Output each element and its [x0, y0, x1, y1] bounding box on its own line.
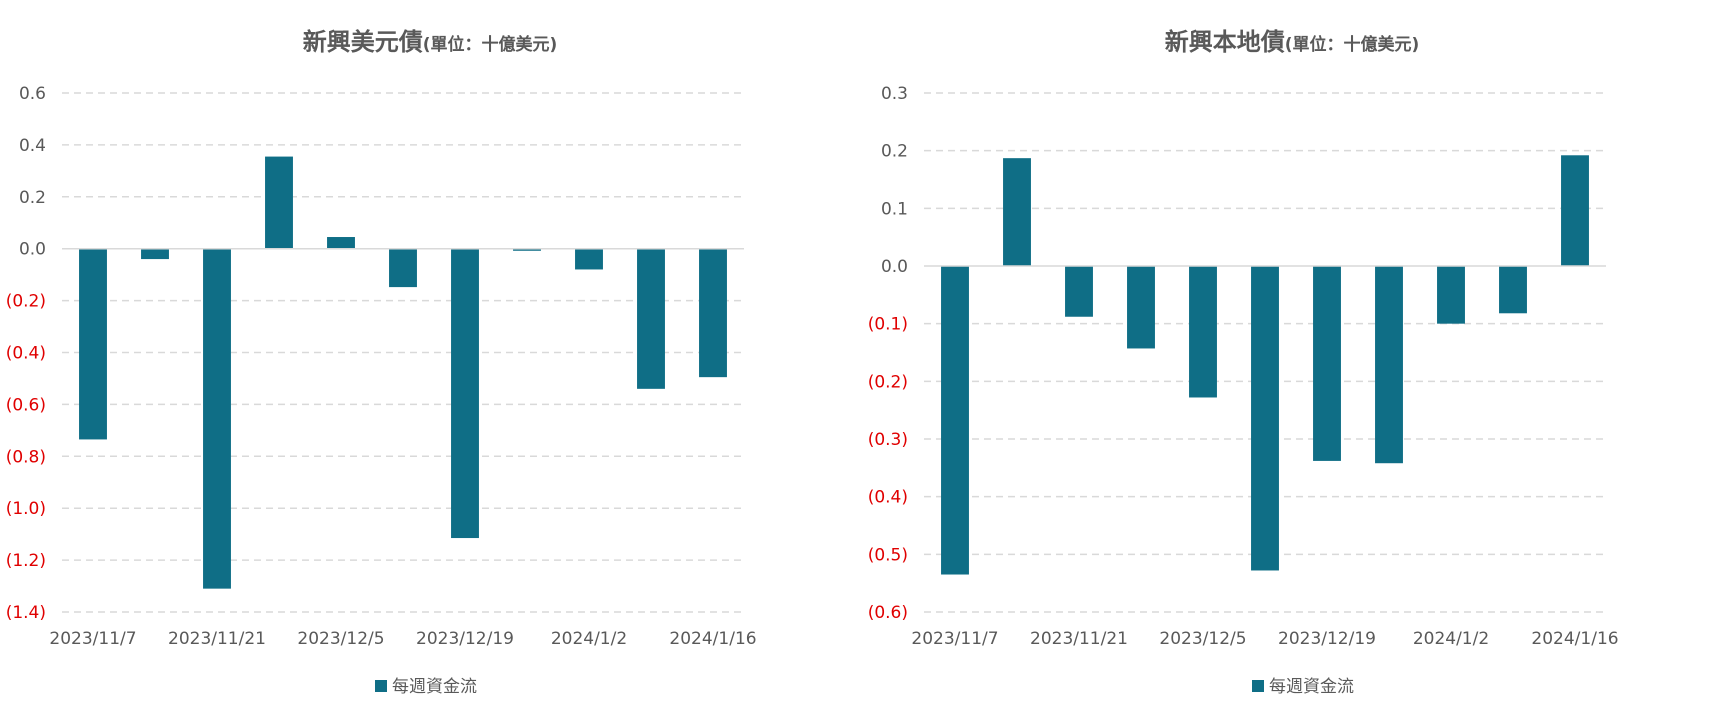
y-axis-ticks: 0.3 0.2 0.1 0.0 (0.1) (0.2) (0.3) (0.4) (0.5) (0.… [868, 84, 908, 623]
y-tick-label: (1.0) [6, 499, 46, 519]
y-tick-label: (0.4) [6, 344, 46, 364]
bar [141, 248, 169, 260]
y-tick-label: (0.8) [6, 447, 46, 467]
y-tick-label: (0.5) [868, 545, 908, 565]
x-tick-label: 2024/1/16 [669, 629, 756, 649]
x-tick-label: 2023/11/21 [168, 629, 266, 649]
gridlines [924, 92, 1606, 613]
bar [1375, 266, 1403, 464]
y-tick-label: 0.2 [19, 188, 46, 208]
legend-swatch [1252, 680, 1264, 692]
bar [265, 156, 293, 249]
bar [1437, 266, 1465, 324]
x-tick-label: 2023/11/21 [1030, 629, 1128, 649]
chart-panel-em-usd-bonds: 新興美元債(單位：十億美元) 0.6 0.4 0.2 0.0 (0.2) (0.4) (0.… [6, 28, 757, 697]
y-tick-label: (0.4) [868, 488, 908, 508]
legend-swatch [375, 680, 387, 692]
bar [1499, 266, 1527, 314]
chart-em-local-bonds: 新興本地債(單位：十億美元) 0.3 0.2 0.1 0.0 (0.1) (0.2) (0.… [868, 28, 1619, 697]
y-tick-label: (0.2) [6, 292, 46, 312]
x-tick-label: 2023/12/19 [416, 629, 514, 649]
y-tick-label: (0.6) [6, 395, 46, 415]
bar [203, 248, 231, 589]
x-tick-label: 2023/12/19 [1278, 629, 1376, 649]
bar [575, 248, 603, 270]
x-axis-ticks: 2023/11/7 2023/11/21 2023/12/5 2023/12/19 20… [49, 629, 756, 649]
bar [1127, 266, 1155, 349]
y-tick-label: 0.0 [881, 257, 908, 277]
chart-title: 新興美元債(單位：十億美元) [303, 28, 558, 56]
x-tick-label: 2023/12/5 [1159, 629, 1246, 649]
y-tick-label: 0.3 [881, 84, 908, 104]
bar [1561, 155, 1589, 266]
x-axis-ticks: 2023/11/7 2023/11/21 2023/12/5 2023/12/19 20… [911, 629, 1618, 649]
bar [1313, 266, 1341, 461]
chart-title: 新興本地債(單位：十億美元) [1165, 28, 1420, 56]
bar [637, 248, 665, 389]
y-axis-ticks: 0.6 0.4 0.2 0.0 (0.2) (0.4) (0.6) (0.8) (1.0) (1.… [6, 84, 46, 623]
bar [451, 248, 479, 539]
bars [79, 156, 727, 589]
bar [1189, 266, 1217, 398]
bar [941, 266, 969, 575]
bar [1065, 266, 1093, 317]
x-tick-label: 2023/11/7 [911, 629, 998, 649]
legend-label: 每週資金流 [392, 677, 477, 697]
bar [79, 248, 107, 440]
chart-em-usd-bonds: 新興美元債(單位：十億美元) 0.6 0.4 0.2 0.0 (0.2) (0.4) (0.… [6, 28, 757, 697]
gridlines [62, 92, 744, 613]
legend-label: 每週資金流 [1269, 677, 1354, 697]
y-tick-label: 0.4 [19, 136, 46, 156]
y-tick-label: (0.1) [868, 315, 908, 335]
y-tick-label: (0.2) [868, 372, 908, 392]
bar [699, 248, 727, 378]
y-tick-label: 0.2 [881, 142, 908, 162]
legend: 每週資金流 [375, 677, 477, 697]
legend: 每週資金流 [1252, 677, 1354, 697]
bar [513, 248, 541, 251]
bars [941, 155, 1589, 575]
bar [1251, 266, 1279, 571]
x-tick-label: 2024/1/2 [551, 629, 627, 649]
y-tick-label: 0.6 [19, 84, 46, 104]
bar [327, 237, 355, 249]
y-tick-label: (0.3) [868, 430, 908, 450]
x-tick-label: 2023/11/7 [49, 629, 136, 649]
x-tick-label: 2023/12/5 [297, 629, 384, 649]
y-tick-label: (1.2) [6, 551, 46, 571]
bar [389, 248, 417, 288]
y-tick-label: 0.1 [881, 199, 908, 219]
chart-panel-em-local-bonds: 新興本地債(單位：十億美元) 0.3 0.2 0.1 0.0 (0.1) (0.2) (0.… [862, 0, 1724, 714]
y-tick-label: (1.4) [6, 603, 46, 623]
x-tick-label: 2024/1/2 [1413, 629, 1489, 649]
y-tick-label: 0.0 [19, 240, 46, 260]
bar [1003, 158, 1031, 266]
y-tick-label: (0.6) [868, 603, 908, 623]
x-tick-label: 2024/1/16 [1531, 629, 1618, 649]
